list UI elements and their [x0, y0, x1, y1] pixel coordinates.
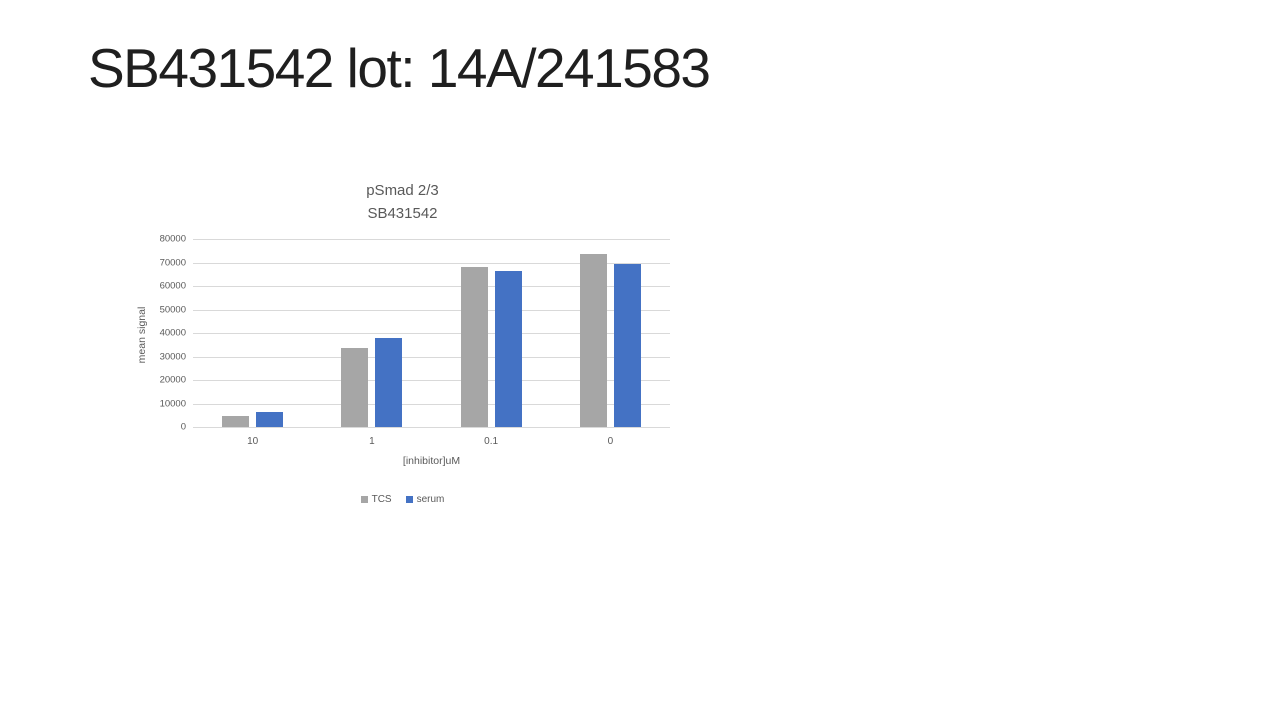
bar-serum-0 — [613, 263, 641, 427]
x-tick-label: 0.1 — [484, 436, 499, 447]
bar-serum-10 — [256, 412, 284, 427]
y-tick-label: 40000 — [159, 327, 186, 339]
y-tick-label: 80000 — [159, 233, 186, 245]
legend-label: TCS — [371, 494, 392, 505]
legend-swatch-icon — [360, 496, 368, 503]
gridline — [193, 262, 670, 264]
bar-chart: pSmad 2/3 SB431542 mean signal 0 10000 200… — [130, 176, 675, 521]
bar-TCS-0 — [579, 254, 607, 427]
y-tick-label: 30000 — [159, 351, 186, 362]
bar-serum-1 — [375, 338, 403, 427]
y-tick-label: 0 — [180, 421, 186, 433]
gridline — [193, 380, 670, 381]
bar-TCS-0.1 — [460, 267, 488, 427]
chart-title-line-2: SB431542 — [367, 205, 438, 222]
chart-title-line-1: pSmad 2/3 — [366, 182, 439, 199]
gridline — [193, 427, 670, 428]
bar-TCS-1 — [341, 348, 369, 427]
gridline — [193, 403, 670, 405]
chart-title: pSmad 2/3 SB431542 — [130, 179, 675, 225]
y-tick-label: 20000 — [159, 374, 186, 386]
y-axis-title: mean signal — [136, 306, 148, 364]
slide-title: SB431542 lot: 14A/241583 — [88, 37, 711, 99]
gridline — [193, 333, 670, 334]
legend-item-serum: serum — [405, 494, 445, 505]
x-tick-label: 1 — [369, 436, 375, 447]
gridline — [193, 356, 670, 358]
y-tick-label: 60000 — [159, 280, 186, 292]
legend-item-TCS: TCS — [360, 494, 392, 505]
x-tick-label: 0 — [607, 436, 614, 447]
y-tick-label: 50000 — [159, 304, 186, 315]
bar-serum-0.1 — [494, 270, 522, 427]
plot-area: 0 10000 20000 30000 40000 50000 60000 70000 8000… — [160, 234, 670, 467]
gridline — [193, 239, 670, 240]
y-tick-label: 70000 — [159, 257, 186, 268]
legend-swatch-icon — [405, 496, 413, 503]
bar-TCS-10 — [222, 415, 250, 427]
chart-legend: TCS serum — [130, 494, 675, 505]
x-axis-title: [inhibitor]uM — [402, 455, 461, 467]
y-tick-label: 10000 — [159, 398, 186, 409]
legend-label: serum — [416, 494, 445, 505]
gridline — [193, 286, 670, 287]
x-tick-label: 10 — [247, 436, 259, 447]
gridline — [193, 309, 670, 311]
